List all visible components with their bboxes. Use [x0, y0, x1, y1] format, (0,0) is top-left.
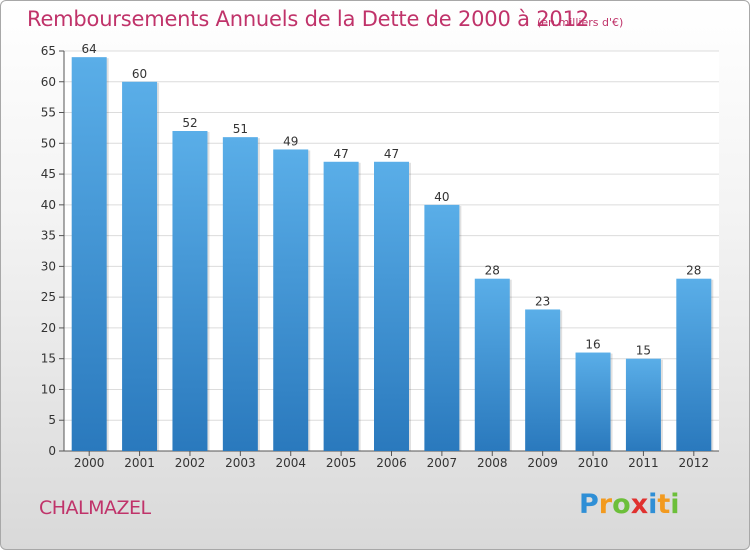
bar-value-label: 51 — [233, 122, 248, 136]
y-tick-label: 30 — [41, 259, 56, 273]
x-tick-label: 2009 — [527, 456, 558, 470]
bar — [424, 204, 460, 451]
bar-value-label: 40 — [434, 190, 449, 204]
bar-value-label: 60 — [132, 67, 147, 81]
logo-letter: r — [598, 489, 613, 520]
bar-value-label: 28 — [686, 264, 701, 278]
bar-value-label: 47 — [384, 147, 399, 161]
bar-value-label: 16 — [585, 338, 600, 352]
bar — [474, 278, 510, 451]
logo-letter: o — [612, 489, 631, 520]
bar — [222, 137, 258, 451]
y-tick-label: 10 — [41, 382, 56, 396]
y-tick-label: 40 — [41, 198, 56, 212]
y-tick-label: 50 — [41, 136, 56, 150]
x-tick-label: 2008 — [477, 456, 508, 470]
x-tick-label: 2011 — [628, 456, 659, 470]
bar — [122, 81, 158, 452]
x-tick-label: 2004 — [275, 456, 306, 470]
x-tick-label: 2000 — [74, 456, 105, 470]
place-name: CHALMAZEL — [39, 497, 151, 519]
y-tick-label: 55 — [41, 106, 56, 120]
bar-value-label: 52 — [182, 116, 197, 130]
bar-value-label: 49 — [283, 134, 298, 148]
y-tick-label: 25 — [41, 290, 56, 304]
logo-letter: P — [579, 489, 599, 520]
bar-value-label: 15 — [636, 344, 651, 358]
chart-subtitle: (en milliers d'€) — [537, 16, 624, 29]
bar — [323, 161, 359, 451]
logo-letter: i — [670, 489, 680, 520]
bar — [374, 161, 409, 451]
x-tick-label: 2003 — [225, 456, 256, 470]
bar-value-label: 23 — [535, 294, 550, 308]
x-tick-label: 2001 — [124, 456, 155, 470]
x-tick-label: 2012 — [679, 456, 710, 470]
logo-letter: t — [657, 489, 671, 520]
y-tick-label: 65 — [41, 44, 56, 58]
x-tick-label: 2005 — [326, 456, 357, 470]
bar-value-label: 28 — [485, 264, 500, 278]
bar-value-label: 47 — [333, 147, 348, 161]
bar — [525, 309, 561, 451]
y-tick-label: 15 — [41, 352, 56, 366]
x-tick-label: 2002 — [175, 456, 206, 470]
proxiti-logo: Proxiti — [579, 489, 680, 520]
logo-letter: i — [648, 489, 658, 520]
x-tick-label: 2010 — [578, 456, 609, 470]
x-tick-label: 2006 — [376, 456, 407, 470]
y-tick-label: 20 — [41, 321, 56, 335]
bar-value-label: 64 — [82, 42, 97, 56]
bar — [71, 57, 107, 452]
bar — [172, 131, 208, 451]
bar — [676, 278, 712, 451]
bar — [575, 352, 611, 451]
y-tick-label: 45 — [41, 167, 56, 181]
bar — [625, 358, 661, 451]
chart-title: Remboursements Annuels de la Dette de 20… — [27, 7, 589, 31]
logo-letter: x — [630, 489, 649, 520]
x-tick-label: 2007 — [427, 456, 458, 470]
y-tick-label: 5 — [48, 413, 56, 427]
y-tick-label: 35 — [41, 229, 56, 243]
y-tick-label: 60 — [41, 75, 56, 89]
y-tick-label: 0 — [48, 444, 56, 458]
bar — [273, 149, 309, 451]
